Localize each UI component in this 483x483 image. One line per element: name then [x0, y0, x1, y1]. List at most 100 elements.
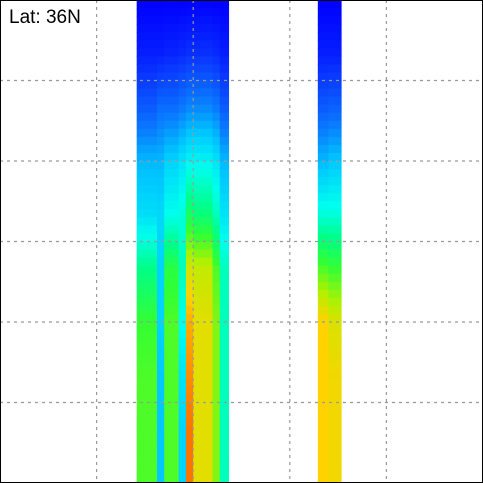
heatmap-cell: [193, 386, 214, 396]
heatmap-cell: [164, 185, 180, 194]
heatmap-cell: [212, 241, 221, 251]
heatmap-cell: [164, 40, 180, 49]
heatmap-cell: [136, 88, 158, 98]
heatmap-cell: [212, 64, 221, 74]
heatmap-cell: [219, 418, 230, 428]
heatmap-cell: [164, 96, 180, 106]
heatmap-cell: [136, 386, 158, 396]
heatmap-cell: [328, 297, 342, 307]
heatmap-cell: [185, 354, 194, 363]
heatmap-cell: [212, 370, 221, 379]
heatmap-cell: [317, 24, 330, 33]
heatmap-cell: [185, 434, 194, 444]
heatmap-cell: [136, 426, 158, 436]
heatmap-cell: [219, 225, 230, 235]
heatmap-cell: [136, 136, 158, 146]
heatmap-cell: [328, 233, 342, 243]
heatmap-cell: [156, 354, 165, 363]
heatmap-cell: [164, 32, 180, 41]
heatmap-cell: [193, 313, 214, 323]
heatmap-cell: [185, 418, 194, 428]
heatmap-cell: [193, 354, 214, 363]
heatmap-cell: [178, 169, 187, 178]
heatmap-cell: [185, 330, 194, 339]
heatmap-cell: [328, 209, 342, 218]
heatmap-cell: [219, 297, 230, 307]
heatmap-cell: [317, 370, 330, 379]
heatmap-cell: [317, 338, 330, 347]
heatmap-cell: [193, 185, 214, 194]
heatmap-cell: [156, 297, 165, 307]
heatmap-cell: [178, 56, 187, 65]
heatmap-cell: [136, 402, 158, 412]
heatmap-cell: [193, 161, 214, 170]
heatmap-cell: [193, 32, 214, 41]
heatmap-cell: [178, 193, 187, 202]
heatmap-cell: [156, 281, 165, 291]
heatmap-cell: [219, 48, 230, 57]
heatmap-cell: [219, 330, 230, 339]
heatmap-cell: [136, 378, 158, 387]
heatmap-cell: [193, 370, 214, 379]
heatmap-cell: [178, 426, 187, 436]
heatmap-cell: [328, 273, 342, 283]
heatmap-cell: [164, 362, 180, 371]
heatmap-cell: [317, 209, 330, 218]
heatmap-cell: [164, 322, 180, 331]
heatmap-cell: [219, 152, 230, 162]
heatmap-cell: [156, 56, 165, 65]
heatmap-cell: [136, 64, 158, 74]
heatmap-cell: [164, 458, 180, 468]
heatmap-cell: [193, 120, 214, 130]
heatmap-cell: [136, 289, 158, 299]
heatmap-cell: [219, 362, 230, 371]
heatmap-cell: [219, 289, 230, 299]
heatmap-column-2: [156, 0, 165, 483]
heatmap-cell: [164, 193, 180, 202]
heatmap-cell: [136, 48, 158, 57]
heatmap-cell: [328, 370, 342, 379]
heatmap-cell: [156, 442, 165, 452]
heatmap-cell: [212, 426, 221, 436]
heatmap-cell: [185, 56, 194, 65]
heatmap-cell: [317, 386, 330, 396]
heatmap-cell: [328, 322, 342, 331]
heatmap-cell: [219, 64, 230, 74]
heatmap-cell: [328, 434, 342, 444]
heatmap-cell: [164, 152, 180, 162]
heatmap-cell: [136, 128, 158, 138]
heatmap-cell: [156, 241, 165, 251]
heatmap-cell: [328, 249, 342, 259]
heatmap-cell: [185, 313, 194, 323]
heatmap-cell: [164, 64, 180, 74]
heatmap-cell: [178, 136, 187, 146]
heatmap-cell: [164, 144, 180, 154]
heatmap-cell: [136, 185, 158, 194]
heatmap-cell: [164, 418, 180, 428]
heatmap-cell: [193, 16, 214, 25]
heatmap-cell: [185, 104, 194, 114]
heatmap-cell: [185, 346, 194, 355]
heatmap-cell: [212, 249, 221, 259]
heatmap-cell: [328, 289, 342, 299]
heatmap-cell: [328, 225, 342, 235]
heatmap-cell: [164, 249, 180, 259]
heatmap-cell: [156, 128, 165, 138]
heatmap-cell: [156, 64, 165, 74]
heatmap-cell: [185, 152, 194, 162]
heatmap-cell: [164, 273, 180, 283]
heatmap-cell: [328, 338, 342, 347]
heatmap-cell: [193, 466, 214, 476]
heatmap-cell: [185, 48, 194, 57]
heatmap-cell: [212, 297, 221, 307]
heatmap-cell: [185, 241, 194, 251]
heatmap-cell: [136, 354, 158, 363]
heatmap-cell: [193, 40, 214, 49]
heatmap-cell: [193, 281, 214, 291]
heatmap-cell: [193, 64, 214, 74]
heatmap-cell: [136, 297, 158, 307]
heatmap-cell: [185, 394, 194, 404]
heatmap-cell: [317, 112, 330, 122]
heatmap-cell: [328, 265, 342, 275]
heatmap-cell: [317, 177, 330, 186]
